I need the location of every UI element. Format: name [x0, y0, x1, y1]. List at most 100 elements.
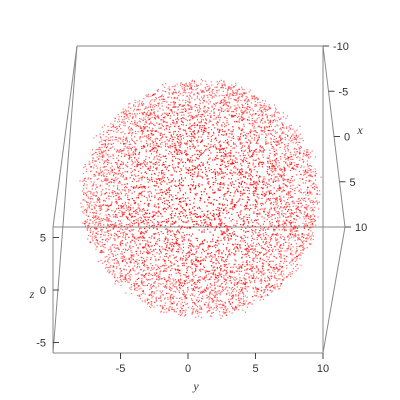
- scatter-point: [235, 246, 237, 248]
- scatter-point: [205, 257, 207, 259]
- scatter-point: [130, 221, 132, 223]
- scatter-point: [158, 172, 160, 174]
- scatter-point: [182, 94, 184, 96]
- scatter-point: [226, 210, 228, 212]
- scatter-point: [137, 195, 139, 197]
- scatter-point: [114, 178, 116, 180]
- scatter-point: [105, 227, 108, 229]
- scatter-point: [112, 190, 114, 192]
- scatter-point: [240, 115, 242, 117]
- scatter-point: [259, 271, 261, 273]
- scatter-point: [115, 247, 117, 249]
- scatter-point: [112, 142, 114, 144]
- scatter-point: [143, 291, 145, 293]
- scatter-point: [166, 183, 168, 185]
- scatter-point: [292, 213, 294, 215]
- scatter-point: [200, 141, 202, 143]
- scatter-point: [193, 206, 195, 208]
- scatter-point: [175, 256, 177, 258]
- scatter-point: [87, 202, 89, 204]
- scatter-point: [263, 292, 265, 294]
- scatter-point: [186, 214, 188, 216]
- scatter-point: [265, 229, 267, 231]
- scatter-point: [121, 225, 123, 227]
- scatter-point: [116, 188, 119, 190]
- scatter-point: [99, 241, 101, 243]
- scatter-point: [250, 168, 252, 170]
- scatter-point: [204, 112, 206, 114]
- scatter-point: [232, 296, 234, 298]
- box-edge-left-upper: [52, 45, 78, 228]
- scatter-point: [142, 145, 144, 147]
- scatter-point: [200, 191, 202, 193]
- scatter-point: [193, 253, 196, 255]
- scatter-point: [269, 240, 271, 242]
- scatter-point: [98, 196, 100, 199]
- scatter-point: [246, 263, 248, 265]
- scatter-point: [85, 221, 87, 223]
- scatter-point: [277, 140, 279, 142]
- scatter-point: [121, 163, 123, 166]
- scatter-point: [303, 234, 305, 236]
- scatter-point: [170, 249, 172, 251]
- scatter-point: [294, 132, 296, 134]
- scatter-point: [247, 166, 249, 168]
- scatter-point: [101, 219, 103, 221]
- scatter-point: [297, 156, 299, 158]
- scatter-point: [138, 205, 140, 207]
- scatter-point: [200, 268, 202, 270]
- scatter-point: [289, 230, 292, 232]
- scatter-point: [257, 213, 259, 215]
- scatter-point: [166, 287, 168, 289]
- scatter-point: [255, 159, 257, 161]
- scatter-point: [182, 105, 184, 107]
- scatter-point: [116, 192, 118, 194]
- scatter-point: [116, 203, 118, 205]
- scatter-point: [231, 87, 233, 89]
- scatter-point: [198, 186, 200, 188]
- scatter-point: [220, 223, 222, 225]
- scatter-point: [123, 110, 125, 113]
- scatter-point: [254, 137, 256, 139]
- scatter-point: [238, 302, 240, 304]
- scatter-point: [170, 123, 172, 125]
- scatter-point: [210, 135, 212, 138]
- scatter-point: [241, 111, 243, 114]
- scatter-point: [306, 160, 308, 162]
- scatter-point: [174, 283, 176, 285]
- scatter-point: [138, 295, 140, 297]
- scatter-point: [132, 110, 135, 112]
- scatter-point: [149, 279, 151, 281]
- scatter-point: [229, 249, 231, 251]
- scatter-point: [221, 290, 223, 293]
- scatter-point: [160, 250, 162, 253]
- scatter-point: [239, 246, 241, 248]
- scatter-point: [176, 106, 178, 108]
- scatter-point: [214, 181, 216, 183]
- scatter-point: [290, 135, 293, 137]
- scatter-point: [240, 172, 242, 174]
- scatter-point: [244, 311, 246, 313]
- scatter-point: [258, 109, 261, 111]
- scatter-point: [88, 206, 90, 208]
- scatter-point: [269, 222, 271, 224]
- scatter-point: [266, 294, 268, 296]
- scatter-point: [290, 153, 292, 155]
- scatter-point: [145, 156, 147, 158]
- scatter-point: [245, 171, 247, 173]
- scatter-point: [291, 201, 293, 203]
- scatter-point: [98, 243, 100, 245]
- scatter-point: [133, 108, 135, 110]
- scatter-point: [202, 133, 204, 136]
- scatter-point: [256, 196, 258, 198]
- scatter-point: [305, 152, 308, 154]
- scatter-point: [192, 309, 194, 311]
- scatter-point: [112, 243, 114, 245]
- scatter-point: [246, 202, 248, 204]
- scatter-point: [150, 219, 152, 222]
- scatter-point: [229, 182, 231, 184]
- scatter-point: [93, 194, 95, 197]
- scatter-point: [108, 262, 110, 264]
- scatter-point: [88, 197, 90, 199]
- scatter-point: [115, 192, 117, 194]
